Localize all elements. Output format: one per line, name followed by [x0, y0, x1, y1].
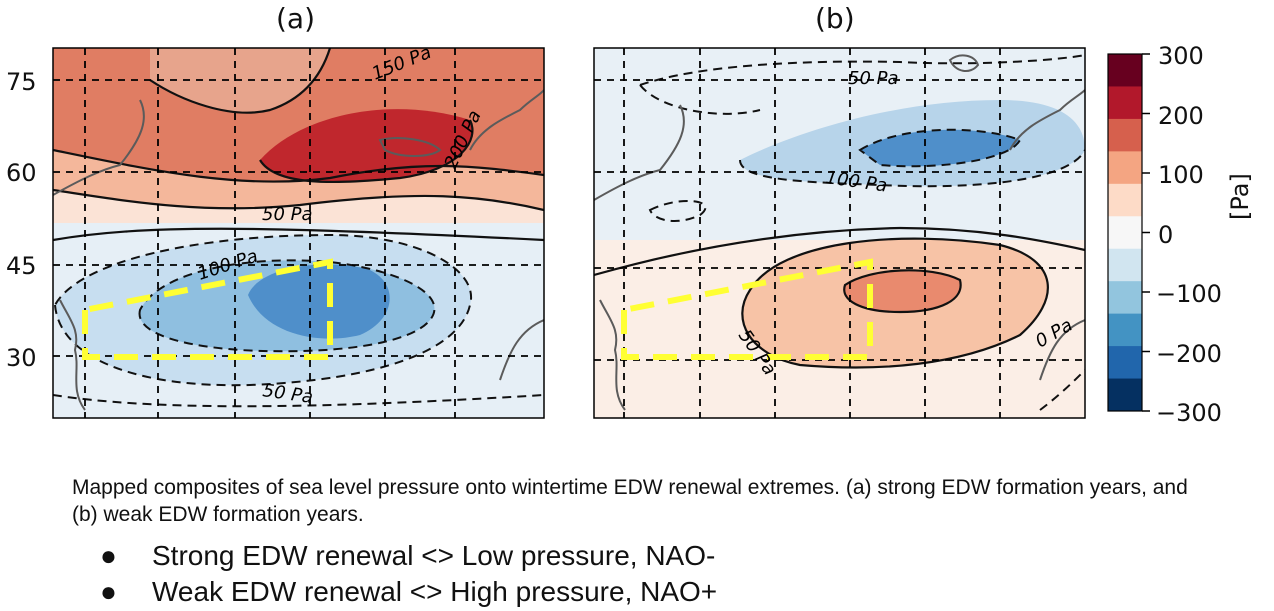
figure-caption: Mapped composites of sea level pressure … — [72, 476, 1188, 526]
y-tick-45: 45 — [6, 252, 37, 280]
bullet-item-strong: ● Strong EDW renewal <> Low pressure, NA… — [100, 538, 717, 574]
y-tick-60: 60 — [6, 159, 37, 187]
panel-b-label-50-top: 50 Pa — [848, 68, 899, 89]
colorbar-tick-minus100: −100 — [1156, 280, 1222, 308]
colorbar-swatch — [1108, 346, 1142, 380]
colorbar-swatch — [1108, 378, 1142, 412]
y-tick-75: 75 — [6, 68, 37, 96]
bullet-icon: ● — [100, 576, 117, 607]
panel-a-low-core — [248, 264, 390, 339]
colorbar-swatch — [1108, 183, 1142, 217]
panel-b-map: 50 Pa 100 Pa 50 Pa 0 Pa — [594, 48, 1085, 418]
bullet-text: Weak EDW renewal <> High pressure, NAO+ — [152, 576, 718, 607]
colorbar-swatch — [1108, 118, 1142, 152]
colorbar-unit: [Pa] — [1226, 173, 1254, 220]
panel-a-core — [260, 109, 473, 183]
colorbar-swatch — [1108, 54, 1142, 87]
colorbar-swatch — [1108, 216, 1142, 250]
bullet-item-weak: ● Weak EDW renewal <> High pressure, NAO… — [100, 574, 717, 610]
panel-a-title: (a) — [276, 2, 316, 35]
colorbar-swatch — [1108, 248, 1142, 282]
panel-a-frame — [52, 47, 545, 419]
colorbar-swatch — [1108, 313, 1142, 347]
y-tick-30: 30 — [6, 344, 37, 372]
colorbar-tick-300: 300 — [1158, 42, 1204, 70]
colorbar-tick-200: 200 — [1158, 102, 1204, 130]
colorbar — [1108, 54, 1142, 412]
figure: (a) (b) 75 60 45 30 — [6, 2, 1254, 427]
colorbar-swatch — [1108, 151, 1142, 185]
colorbar-tick-minus300: −300 — [1156, 399, 1222, 427]
colorbar-tick-100: 100 — [1158, 161, 1204, 189]
panel-a-yellow-box — [82, 258, 333, 360]
panel-b-yellow-box — [621, 258, 873, 360]
panel-b-frame — [593, 47, 1086, 419]
panel-b-high-core — [844, 270, 961, 312]
colorbar-swatch — [1108, 281, 1142, 315]
colorbar-swatch — [1108, 86, 1142, 120]
bullet-text: Strong EDW renewal <> Low pressure, NAO- — [152, 540, 716, 571]
colorbar-tick-minus200: −200 — [1156, 340, 1222, 368]
panel-a-label-50-top: 50 Pa — [262, 204, 313, 225]
panel-a-map: 150 Pa 200 Pa 50 Pa 100 Pa 50 Pa — [53, 48, 544, 418]
panel-b-low-core — [860, 129, 1020, 167]
colorbar-tick-0: 0 — [1158, 221, 1174, 249]
panel-b-title: (b) — [815, 2, 855, 35]
maps-svg: 150 Pa 200 Pa 50 Pa 100 Pa 50 Pa — [52, 47, 1150, 419]
bullet-icon: ● — [100, 540, 117, 571]
bullet-list: ● Strong EDW renewal <> Low pressure, NA… — [100, 538, 717, 610]
